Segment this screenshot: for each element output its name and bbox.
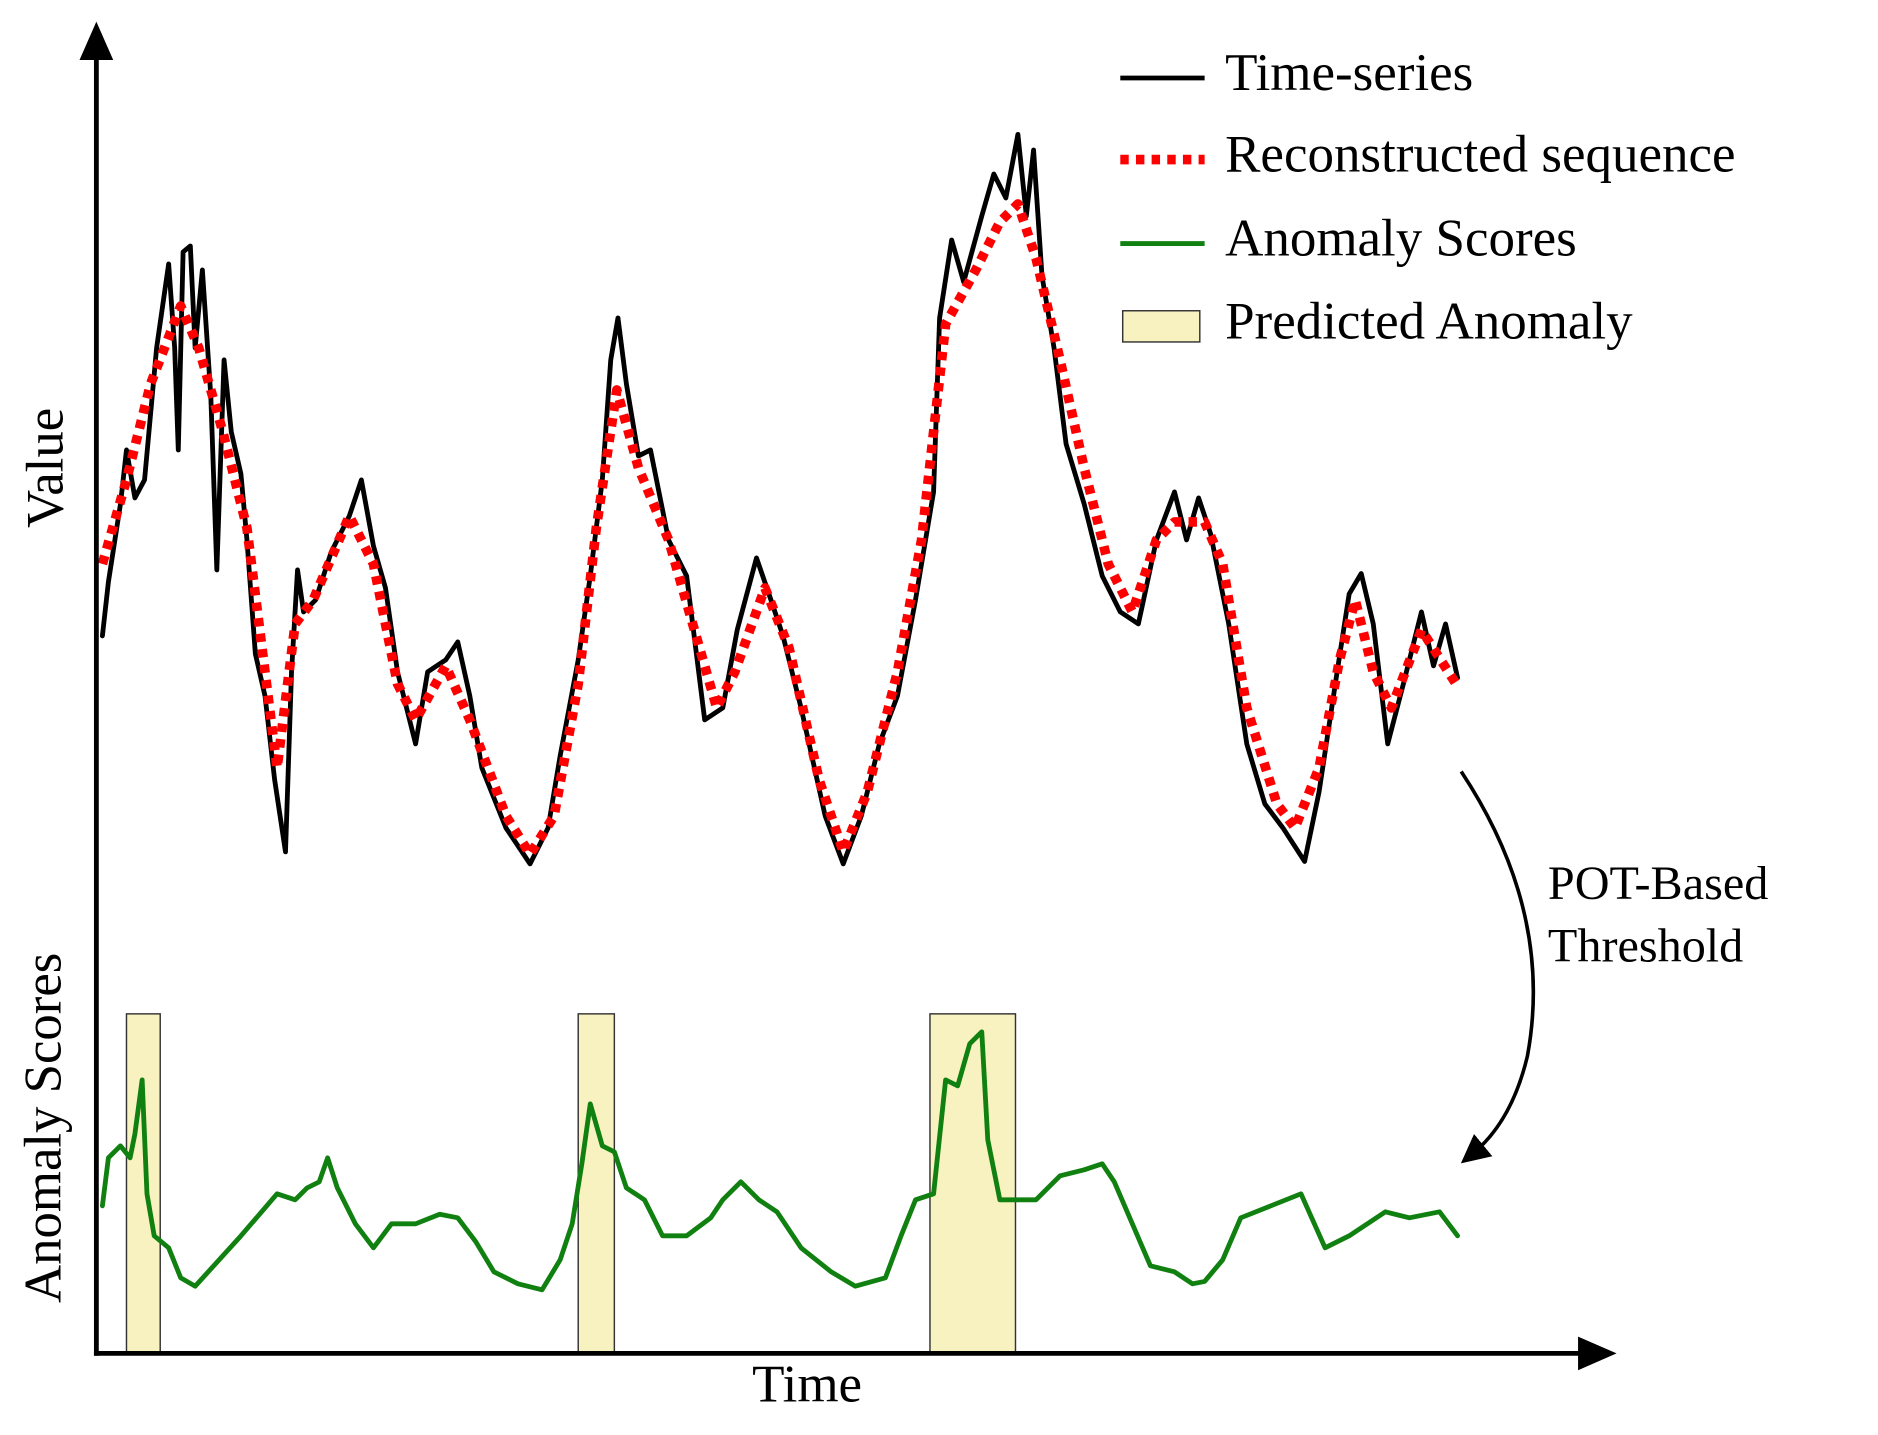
legend-label: Reconstructed sequence — [1225, 126, 1735, 184]
series-line — [97, 199, 1462, 860]
x-axis-label: Time — [752, 1356, 862, 1414]
legend-swatch — [1121, 310, 1201, 343]
annotation: POT-Based — [1548, 857, 1768, 910]
y-axis-label-lower: Anomaly Scores — [14, 953, 72, 1303]
legend-label: Time-series — [1225, 44, 1473, 102]
anomaly-span — [577, 1013, 616, 1355]
legend: Time-series Reconstructed sequence Anomaly… — [1120, 44, 1736, 351]
y-axis-label: Value — [17, 408, 75, 528]
x-axis-arrow — [1578, 1336, 1617, 1371]
series-line — [99, 131, 1460, 867]
anomaly-span — [929, 1013, 1017, 1355]
legend-label: Anomaly Scores — [1225, 210, 1577, 268]
y-axis-arrow — [79, 21, 114, 60]
series-line — [99, 1029, 1460, 1293]
anomaly-span — [125, 1013, 161, 1355]
threshold-arrow — [1459, 770, 1536, 1164]
annotation: Threshold — [1548, 919, 1743, 972]
plot-area — [97, 131, 1462, 1355]
legend-label: Predicted Anomaly — [1225, 293, 1633, 351]
